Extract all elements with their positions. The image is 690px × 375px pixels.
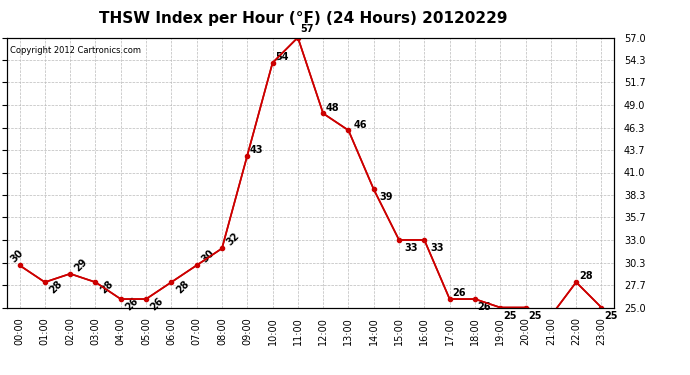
Text: 28: 28 [174, 279, 191, 295]
Text: 25: 25 [529, 310, 542, 321]
Text: 29: 29 [73, 256, 90, 273]
Text: 26: 26 [124, 296, 140, 312]
Text: 43: 43 [250, 145, 264, 155]
Text: 24: 24 [0, 374, 1, 375]
Text: 30: 30 [8, 248, 25, 264]
Text: 39: 39 [380, 192, 393, 202]
Text: 57: 57 [301, 24, 314, 34]
Text: THSW Index per Hour (°F) (24 Hours) 20120229: THSW Index per Hour (°F) (24 Hours) 2012… [99, 11, 508, 26]
Text: 26: 26 [453, 288, 466, 298]
Text: 28: 28 [48, 279, 64, 295]
Text: 30: 30 [199, 248, 216, 264]
Text: 32: 32 [225, 231, 241, 248]
Text: 46: 46 [354, 120, 368, 129]
Text: 26: 26 [149, 296, 166, 312]
Text: 54: 54 [275, 52, 289, 62]
Text: 28: 28 [579, 272, 593, 281]
Text: 33: 33 [430, 243, 444, 253]
Text: 48: 48 [326, 103, 339, 112]
Text: 28: 28 [98, 279, 115, 295]
Text: 26: 26 [477, 302, 491, 312]
Text: 25: 25 [604, 310, 618, 321]
Text: Copyright 2012 Cartronics.com: Copyright 2012 Cartronics.com [10, 46, 141, 55]
Text: 33: 33 [404, 243, 418, 253]
Text: 25: 25 [503, 310, 517, 321]
